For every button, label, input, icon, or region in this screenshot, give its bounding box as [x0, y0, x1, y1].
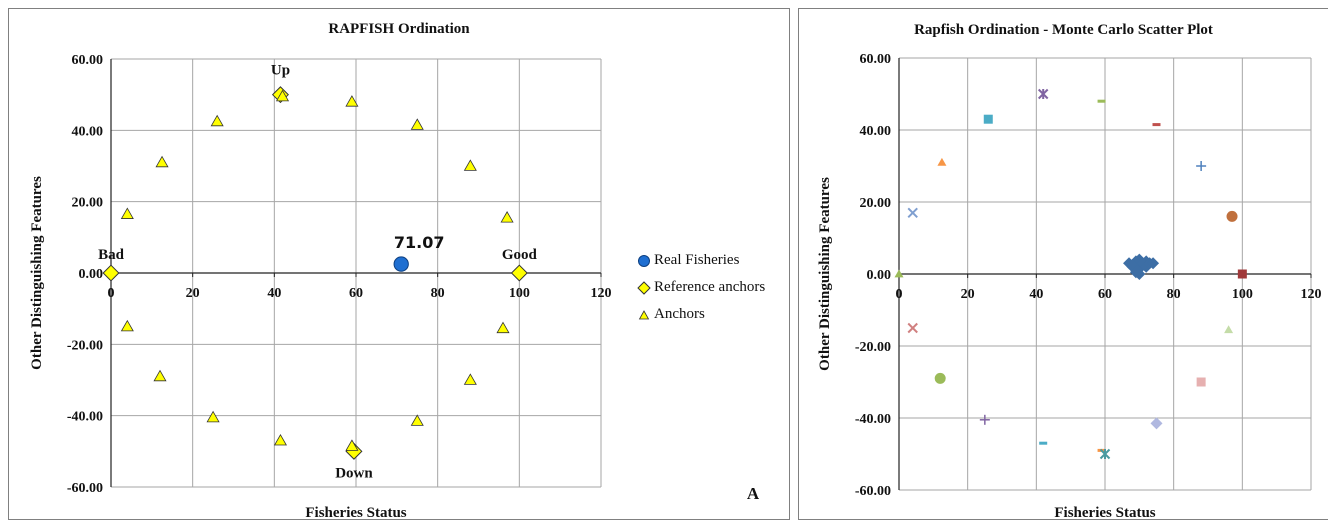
x-tick-label: 100: [1232, 287, 1253, 302]
data-point-triangle: [153, 369, 167, 382]
y-tick-label: 0.00: [79, 267, 104, 282]
annotation-down: Down: [335, 465, 373, 481]
legend-label-real-fisheries: Real Fisheries: [654, 252, 740, 268]
y-tick-label: 60.00: [72, 53, 104, 68]
data-point-triangle: [273, 433, 287, 446]
y-tick-label: 40.00: [860, 124, 892, 139]
annotation-good: Good: [502, 247, 538, 263]
data-point-triangle: [463, 373, 477, 385]
data-point-triangle: [120, 207, 134, 219]
data-point-triangle: [210, 114, 224, 127]
data-point-triangle: [410, 414, 424, 426]
legend-item-real-fisheries: Real Fisheries: [637, 247, 765, 274]
legend-diamond-marker: [637, 280, 651, 295]
y-tick-label: 20.00: [860, 196, 892, 211]
x-tick-label: 0: [108, 286, 115, 301]
data-point-triangle: [410, 118, 424, 130]
left-chart-plot: 60.00 40.00 20.00 0.00 -20.00 -40.00 -60.00 0 20…: [29, 53, 760, 521]
data-point-diamond: [1131, 264, 1144, 277]
y-tick-label: -60.00: [67, 481, 103, 496]
y-tick-label: -40.00: [855, 412, 891, 427]
y-axis-label: Other Distinguishing Features: [29, 176, 45, 370]
x-tick-label: 20: [961, 287, 975, 302]
y-tick-label: -60.00: [855, 484, 891, 499]
y-tick-label: -20.00: [67, 338, 103, 353]
right-chart-plot: 60.00 40.00 20.00 0.00 -20.00 -40.00 -60.00 0 20…: [817, 52, 1322, 521]
y-tick-label: 20.00: [72, 196, 104, 211]
data-point-diamond: [510, 264, 528, 282]
data-point-triangle: [275, 89, 290, 102]
data-point-triangle: [206, 410, 220, 423]
legend-circle-marker: [638, 254, 650, 267]
x-tick-label: 0: [896, 287, 903, 302]
right-chart-panel: Rapfish Ordination - Monte Carlo Scatter…: [798, 8, 1328, 521]
x-tick-label: 20: [186, 286, 200, 301]
data-point-triangle: [155, 155, 169, 168]
data-point-dash: [1097, 99, 1106, 103]
x-tick-label: 100: [509, 286, 530, 301]
legend-label-anchors: Anchors: [654, 306, 705, 322]
x-tick-label: 80: [431, 286, 445, 301]
y-tick-label: -20.00: [855, 340, 891, 355]
legend-item-reference-anchors: Reference anchors: [637, 274, 765, 301]
x-tick-label: 60: [349, 286, 363, 301]
x-tick-label: 40: [267, 286, 281, 301]
data-point-dash: [1039, 441, 1048, 445]
x-tick-label: 60: [1098, 287, 1112, 302]
y-tick-label: 60.00: [860, 52, 892, 67]
data-point-square: [983, 114, 993, 124]
data-point-circle: [1226, 210, 1238, 222]
data-point-triangle: [937, 157, 947, 166]
data-point-triangle: [345, 95, 359, 107]
left-chart-panel: RAPFISH Ordination 60.00 40.00 20.00 0.00 -2…: [8, 8, 790, 521]
legend-triangle-marker: [638, 309, 650, 319]
right-chart-title: Rapfish Ordination - Monte Carlo Scatter…: [914, 22, 1213, 38]
data-point-diamond: [1147, 257, 1160, 270]
legend-label-reference-anchors: Reference anchors: [654, 279, 766, 295]
data-point-diamond: [102, 264, 120, 282]
data-point-x: [907, 207, 918, 219]
y-tick-label: 40.00: [72, 124, 104, 139]
data-point-triangle: [463, 159, 477, 171]
data-point-triangle: [894, 269, 904, 278]
x-tick-label: 40: [1029, 287, 1043, 302]
data-point-dash: [1152, 123, 1161, 127]
panel-label: A: [747, 484, 760, 503]
data-point-circle: [934, 372, 946, 384]
data-point-plus: [979, 414, 990, 425]
left-chart-legend: Real Fisheries Reference anchors Anchors: [637, 247, 765, 328]
data-point-triangle: [345, 439, 359, 451]
left-chart-title: RAPFISH Ordination: [328, 21, 470, 37]
y-tick-label: -40.00: [67, 410, 103, 425]
legend-item-anchors: Anchors: [637, 301, 765, 328]
x-tick-label: 120: [1301, 287, 1322, 302]
data-point-asterisk: [1037, 88, 1049, 100]
data-point-square: [1237, 269, 1247, 279]
data-point-diamond: [1133, 253, 1146, 266]
y-axis-label: Other Distinguishing Features: [817, 177, 833, 371]
data-point-triangle: [500, 211, 514, 223]
data-point-plus: [1196, 161, 1207, 171]
y-tick-label: 0.00: [867, 268, 892, 283]
data-point-triangle: [1224, 325, 1234, 334]
data-point-square: [1196, 377, 1206, 387]
data-point-circle: [393, 256, 409, 272]
annotation-71-07: 71.07: [394, 233, 445, 252]
data-point-triangle: [496, 321, 510, 334]
x-axis-label: Fisheries Status: [305, 505, 406, 521]
data-point-diamond: [1150, 417, 1163, 430]
x-tick-label: 80: [1167, 287, 1181, 302]
data-point-triangle: [120, 319, 134, 332]
annotation-bad: Bad: [98, 247, 125, 263]
x-tick-label: 120: [591, 286, 612, 301]
data-point-x: [907, 322, 918, 334]
annotation-up: Up: [271, 63, 290, 79]
x-axis-label: Fisheries Status: [1054, 505, 1155, 521]
data-point-asterisk: [1099, 448, 1111, 460]
